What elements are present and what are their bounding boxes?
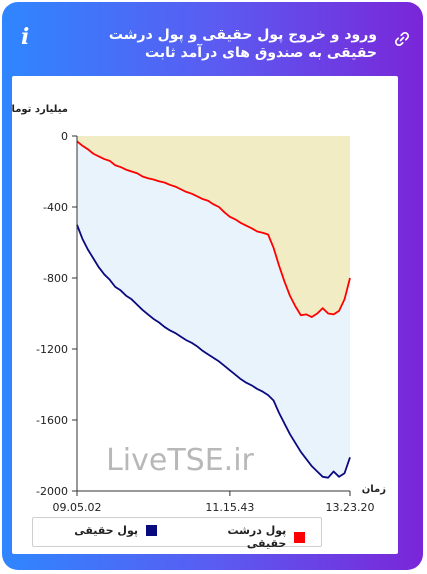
chart-svg: LiveTSE.ir 0 -400 -800 -1200 -1600 -2000 09.05… (3, 104, 386, 514)
legend-swatch-large-real-money (294, 531, 305, 543)
watermark: LiveTSE.ir (106, 443, 254, 478)
x-axis-label: زمان (362, 484, 386, 495)
y-tick-label: -1600 (36, 414, 68, 427)
y-tick-label: -1200 (36, 343, 68, 356)
y-axis-label: میلیارد تومان (12, 104, 68, 115)
series-line-large-real-money (76, 140, 351, 318)
x-tick-label: 11.15.43 (205, 501, 254, 514)
x-tick-label: 13.23.20 (326, 501, 375, 514)
y-tick-label: 0 (61, 130, 68, 143)
legend: پول حقیقی پول درشت حقیقی (32, 517, 322, 550)
chart-title: ورود و خروج پول حقیقی و پول درشت حقیقی ب… (108, 27, 377, 61)
legend-swatch-real-money (146, 525, 157, 536)
series-line-real-money (76, 224, 351, 479)
chart-panel: LiveTSE.ir 0 -400 -800 -1200 -1600 -2000 09.05… (3, 76, 398, 554)
legend-label-large-real-money: پول درشت حقیقی (227, 524, 287, 550)
info-icon[interactable]: i (21, 24, 30, 50)
legend-item-large-real-money[interactable]: پول درشت حقیقی (187, 524, 305, 550)
y-tick-label: -400 (43, 201, 68, 214)
x-tick-label: 09.05.02 (53, 501, 102, 514)
y-tick-label: -2000 (36, 485, 68, 498)
legend-label-real-money: پول حقیقی (74, 524, 138, 537)
link-icon[interactable] (393, 30, 411, 48)
area-real-money (77, 141, 350, 478)
y-tick-label: -800 (43, 272, 68, 285)
legend-item-real-money[interactable]: پول حقیقی (47, 524, 157, 537)
card-header: i ورود و خروج پول حقیقی و پول درشت حقیقی… (14, 16, 411, 76)
